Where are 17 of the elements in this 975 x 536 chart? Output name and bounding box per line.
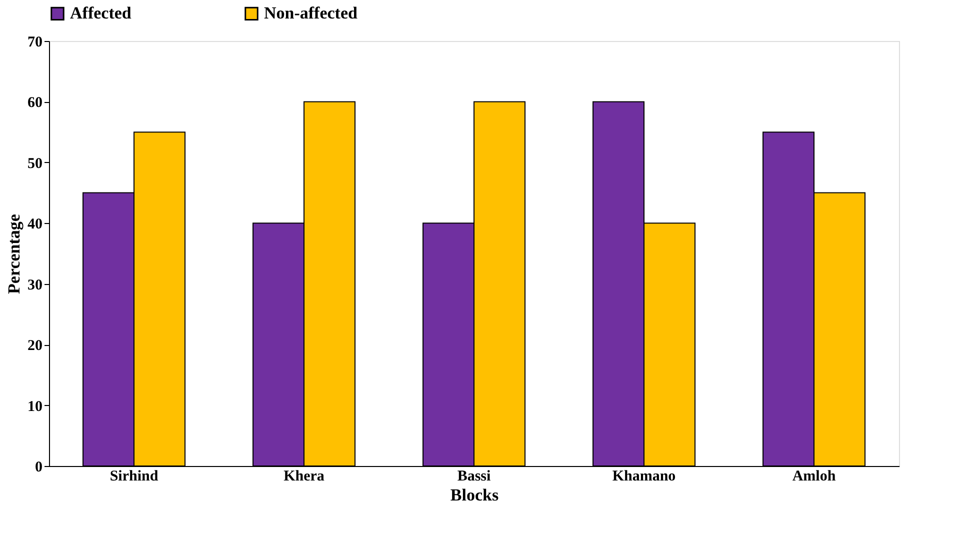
y-tick-label: 30 <box>28 277 42 294</box>
y-tick-label: 50 <box>28 156 42 172</box>
x-tick-label: Khamano <box>612 468 676 484</box>
y-tick-label: 60 <box>28 95 42 112</box>
y-axis-title: Percentage <box>4 214 24 294</box>
y-tick-label: 40 <box>28 216 42 233</box>
x-axis-title: Blocks <box>450 486 499 504</box>
legend-label: Affected <box>70 4 132 23</box>
y-tick-label: 0 <box>35 460 42 476</box>
legend-label: Non-affected <box>264 4 358 23</box>
x-tick-label: Khera <box>284 468 325 484</box>
y-tick-label: 70 <box>28 34 42 50</box>
y-tick-label: 20 <box>28 338 42 354</box>
x-tick-label: Amloh <box>792 468 836 484</box>
y-tick-label: 10 <box>28 398 42 415</box>
x-tick-label: Sirhind <box>110 468 159 484</box>
x-tick-label: Bassi <box>457 468 491 484</box>
